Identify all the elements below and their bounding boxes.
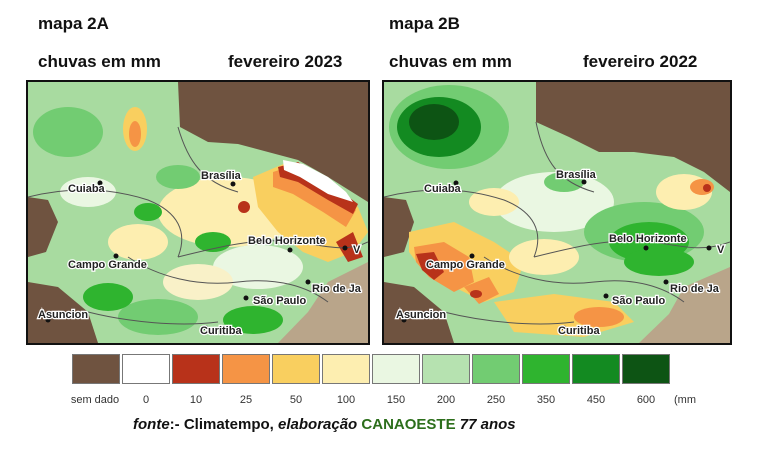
- legend-swatch-150: [372, 354, 420, 384]
- source-suffix: 77 anos: [459, 416, 516, 433]
- legend-label-450: 450: [586, 394, 606, 406]
- city-label-curitiba: Curitiba: [558, 325, 600, 337]
- map-a-title: mapa 2A: [38, 14, 109, 33]
- legend-label-100: 100: [336, 394, 356, 406]
- source-caption: fonte:- Climatempo, elaboração CANAOESTE…: [133, 416, 516, 433]
- legend-swatch-200: [422, 354, 470, 384]
- legend-swatch-0: [122, 354, 170, 384]
- legend-swatch-25: [222, 354, 270, 384]
- city-label-vitoria: V: [717, 244, 725, 256]
- legend-swatch-10: [172, 354, 220, 384]
- rainfall-map-2b: Cuiaba Brasília Belo Horizonte Campo Gra…: [382, 80, 732, 345]
- source-rest: :- Climatempo,: [169, 416, 279, 433]
- legend-label-25: 25: [239, 394, 253, 406]
- legend-label-50: 50: [289, 394, 303, 406]
- city-label-belo-horizonte: Belo Horizonte: [248, 235, 326, 247]
- city-label-brasilia: Brasília: [201, 170, 242, 182]
- legend-unit-label: (mm: [674, 394, 696, 406]
- map-b-title: mapa 2B: [389, 14, 460, 33]
- source-prefix: fonte: [133, 416, 170, 433]
- legend-label-350: 350: [536, 394, 556, 406]
- city-label-cuiaba: Cuiaba: [424, 183, 462, 195]
- legend-swatch-sem-dado: [72, 354, 120, 384]
- city-label-belo-horizonte: Belo Horizonte: [609, 233, 687, 245]
- map-a-date: fevereiro 2023: [228, 52, 343, 71]
- map-a-subtitle: chuvas em mm: [38, 52, 161, 71]
- legend-label-0: 0: [142, 394, 150, 406]
- city-label-campo-grande: Campo Grande: [68, 259, 147, 271]
- legend-label-10: 10: [189, 394, 203, 406]
- city-label-vitoria: V: [353, 244, 361, 256]
- city-label-sao-paulo: São Paulo: [253, 295, 306, 307]
- map-b-subtitle: chuvas em mm: [389, 52, 512, 71]
- city-label-sao-paulo: São Paulo: [612, 295, 665, 307]
- legend-label-150: 150: [386, 394, 406, 406]
- legend-swatch-600: [622, 354, 670, 384]
- legend-label-200: 200: [436, 394, 456, 406]
- legend-label-600: 600: [636, 394, 656, 406]
- legend-label-sem-dado: sem dado: [70, 394, 120, 406]
- city-label-rio-de-janeiro: Rio de Ja: [670, 283, 720, 295]
- city-label-asuncion: Asuncion: [396, 309, 446, 321]
- legend-swatch-100: [322, 354, 370, 384]
- legend-swatch-450: [572, 354, 620, 384]
- rainfall-map-2a: Cuiaba Brasília Belo Horizonte Campo Gra…: [26, 80, 370, 345]
- legend-swatch-350: [522, 354, 570, 384]
- legend-swatch-250: [472, 354, 520, 384]
- source-elab: elaboração: [278, 416, 358, 433]
- map-b-date: fevereiro 2022: [583, 52, 698, 71]
- legend-label-250: 250: [486, 394, 506, 406]
- city-label-asuncion: Asuncion: [38, 309, 88, 321]
- legend-swatch-50: [272, 354, 320, 384]
- city-label-cuiaba: Cuiaba: [68, 183, 106, 195]
- source-brand: CANAOESTE: [361, 416, 456, 433]
- city-label-brasilia: Brasília: [556, 169, 597, 181]
- city-label-campo-grande: Campo Grande: [426, 259, 505, 271]
- city-label-curitiba: Curitiba: [200, 325, 242, 337]
- city-label-rio-de-janeiro: Rio de Ja: [312, 283, 362, 295]
